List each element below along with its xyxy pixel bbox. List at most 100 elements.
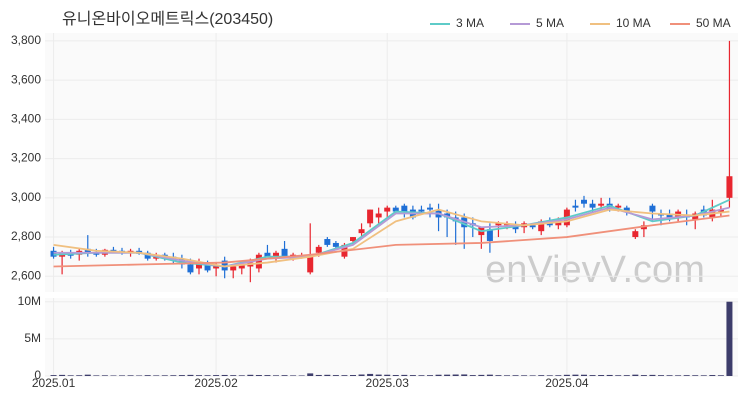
- volume-bar: [76, 375, 83, 376]
- volume-bar: [59, 374, 66, 376]
- volume-bar: [546, 375, 553, 376]
- volume-bar: [444, 374, 451, 376]
- volume-bar: [469, 375, 476, 376]
- candle-body: [144, 252, 151, 259]
- volume-bar: [581, 374, 587, 376]
- candle-body: [589, 203, 596, 208]
- volume-bar: [598, 375, 605, 376]
- candle-body: [623, 207, 630, 212]
- legend-label: 3 MA: [456, 16, 484, 30]
- volume-bar: [649, 374, 656, 376]
- volume-bar: [572, 374, 579, 376]
- volume-bar: [392, 375, 399, 376]
- candle-body: [367, 209, 374, 224]
- volume-bar: [632, 374, 639, 376]
- volume-bar: [307, 373, 314, 376]
- volume-bar: [332, 375, 339, 376]
- volume-bar: [136, 375, 143, 376]
- volume-bar: [119, 375, 125, 376]
- volume-bar: [375, 374, 382, 376]
- volume-bar: [606, 374, 613, 376]
- y-tick-label: 5M: [24, 331, 41, 345]
- volume-bar: [683, 375, 690, 376]
- volume-bar: [50, 375, 57, 376]
- volume-bar: [153, 375, 160, 376]
- volume-bar: [709, 375, 716, 376]
- volume-bar: [435, 374, 442, 376]
- candle-body: [93, 252, 100, 255]
- volume-bar: [486, 374, 493, 376]
- volume-bar: [692, 375, 699, 376]
- volume-bar: [452, 374, 459, 376]
- candle-body: [273, 252, 279, 257]
- y-tick-label: 2,800: [11, 229, 41, 243]
- candle-body: [529, 225, 536, 228]
- candle-body: [581, 199, 587, 204]
- ma-line: [53, 208, 730, 268]
- candle-body: [50, 250, 57, 257]
- volume-bar: [495, 375, 502, 376]
- volume-bar: [350, 375, 356, 376]
- volume-bar: [255, 375, 262, 376]
- candle-body: [632, 231, 639, 238]
- volume-bar: [409, 375, 416, 376]
- candle-body: [332, 242, 339, 247]
- volume-bar: [675, 375, 682, 376]
- volume-bar: [418, 375, 425, 376]
- candle-body: [187, 264, 194, 273]
- volume-bar: [315, 374, 322, 376]
- y-tick-label: 3,400: [11, 112, 41, 126]
- volume-bar: [358, 374, 365, 376]
- legend-label: 5 MA: [536, 16, 564, 30]
- volume-bar: [264, 375, 271, 376]
- candle-body: [230, 266, 237, 271]
- candle-body: [84, 248, 91, 253]
- candle-body: [615, 205, 622, 208]
- x-tick-label: 2025.04: [545, 376, 589, 390]
- candle-body: [649, 205, 656, 212]
- volume-bar: [461, 374, 468, 376]
- volume-bar: [504, 375, 510, 376]
- volume-bar: [640, 375, 647, 376]
- legend-label: 50 MA: [696, 16, 731, 30]
- volume-bar: [401, 374, 408, 376]
- candle-body: [555, 221, 562, 226]
- x-tick-label: 2025.02: [194, 376, 238, 390]
- volume-bar: [367, 373, 374, 376]
- candle-body: [606, 203, 613, 210]
- candle-body: [315, 246, 322, 253]
- candle-body: [350, 237, 356, 241]
- y-tick-label: 3,600: [11, 72, 41, 86]
- candle-body: [392, 207, 399, 212]
- volume-bar: [615, 375, 622, 376]
- volume-bar: [717, 375, 724, 376]
- volume-bar: [247, 374, 254, 376]
- candle-body: [204, 264, 211, 271]
- candle-body: [358, 229, 365, 234]
- candle-body: [255, 254, 262, 269]
- x-tick-label: 2025.01: [32, 376, 76, 390]
- volume-bar: [478, 374, 485, 376]
- volume-bar: [144, 375, 151, 376]
- volume-bar: [658, 375, 664, 376]
- volume-bar: [512, 375, 519, 376]
- volume-bar: [110, 375, 117, 376]
- volume-bar: [170, 375, 177, 376]
- volume-bar: [341, 375, 348, 376]
- volume-bar: [521, 375, 528, 376]
- candle-body: [324, 239, 331, 245]
- y-tick-label: 0: [34, 368, 41, 382]
- volume-bar: [230, 375, 237, 376]
- candle-body: [238, 264, 245, 269]
- volume-bar: [196, 375, 202, 376]
- candle-body: [221, 260, 228, 271]
- candle-body: [281, 248, 288, 257]
- candle-body: [427, 207, 433, 210]
- y-tick-label: 3,000: [11, 190, 41, 204]
- volume-bar: [187, 374, 194, 376]
- volume-bar: [101, 375, 108, 376]
- chart-title: 유니온바이오메트릭스(203450): [62, 10, 273, 28]
- volume-bar: [161, 375, 168, 376]
- candle-body: [598, 203, 605, 206]
